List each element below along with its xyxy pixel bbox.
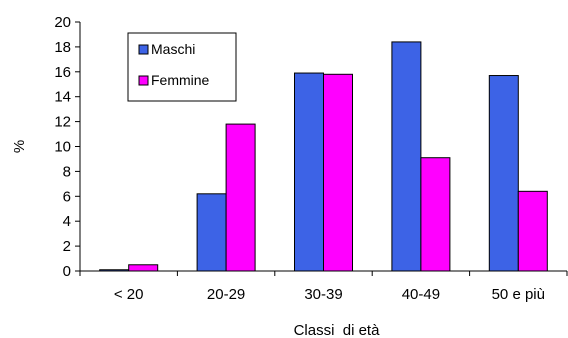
bar-femmine-2 — [323, 73, 353, 272]
y-tick-label: 2 — [63, 238, 71, 255]
y-tick-label: 4 — [63, 213, 71, 230]
bar-maschi-3 — [391, 41, 422, 272]
y-axis-title: % — [11, 140, 28, 153]
bar-femmine-0 — [128, 264, 159, 272]
y-tick-label: 6 — [63, 188, 71, 205]
y-tick-label: 18 — [54, 39, 71, 56]
y-tick-label: 0 — [63, 263, 71, 280]
bar-femmine-3 — [420, 157, 451, 272]
y-tick-label: 14 — [54, 89, 71, 106]
legend-box — [127, 32, 237, 102]
y-tick-label: 12 — [54, 114, 71, 131]
legend-label-femmine: Femmine — [151, 72, 210, 88]
bars-group — [99, 41, 548, 272]
legend-label-maschi: Maschi — [151, 41, 195, 57]
bar-maschi-4 — [488, 75, 519, 272]
bar-femmine-1 — [225, 123, 256, 272]
x-tick-label: 40-49 — [402, 286, 440, 303]
x-axis-title: Classi di età — [294, 322, 381, 338]
x-tick-label: 20-29 — [207, 286, 245, 303]
y-tick-label: 8 — [63, 163, 71, 180]
y-tick-label: 20 — [54, 14, 71, 31]
bar-maschi-1 — [196, 193, 227, 272]
y-tick-label: 10 — [54, 139, 71, 156]
y-tick-label: 16 — [54, 64, 71, 81]
x-tick-label: 30-39 — [304, 286, 342, 303]
legend-swatch-maschi — [138, 44, 149, 55]
y-ticks-group: 0 2 4 6 8 10 12 14 16 18 20 — [54, 14, 80, 280]
legend: Maschi Femmine — [127, 32, 237, 102]
x-ticks-group: < 20 20-29 30-39 40-49 50 e più — [79, 271, 568, 303]
legend-swatch-femmine — [138, 75, 149, 86]
x-tick-label: < 20 — [114, 286, 144, 303]
bar-maschi-2 — [294, 72, 324, 272]
bar-femmine-4 — [517, 190, 548, 272]
x-tick-label: 50 e più — [492, 286, 545, 303]
